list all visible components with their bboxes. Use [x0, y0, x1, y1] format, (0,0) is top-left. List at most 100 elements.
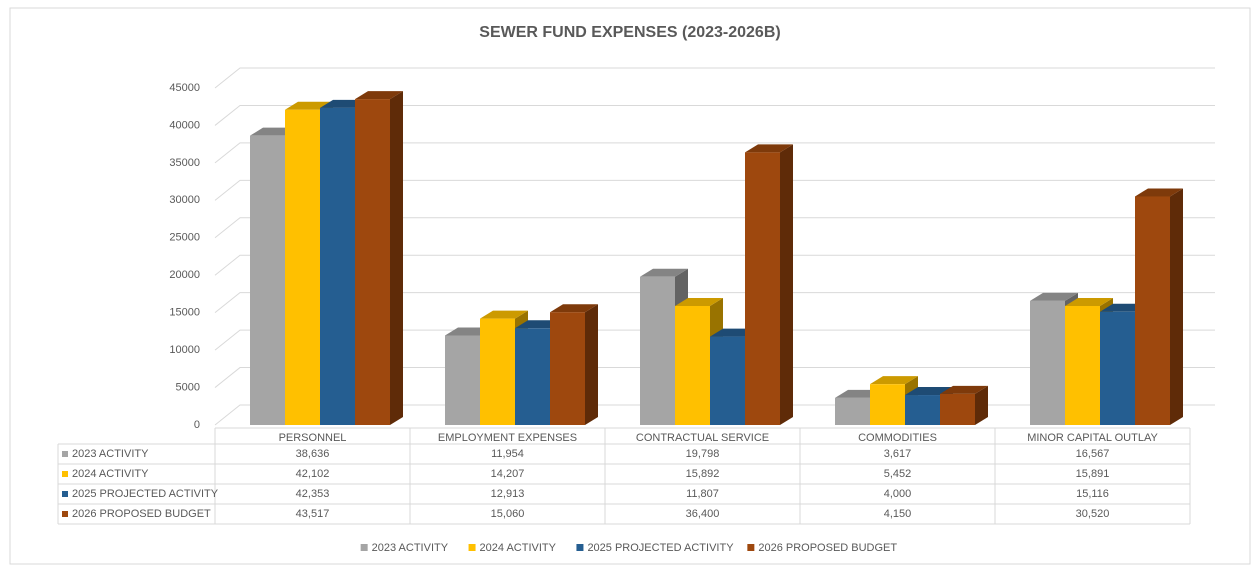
x-tick-label: PERSONNEL: [279, 432, 347, 444]
table-value: 19,798: [686, 448, 720, 460]
bar: [1135, 196, 1170, 425]
table-value: 14,207: [491, 468, 525, 480]
bar: [320, 107, 355, 425]
grid-line: [214, 254, 1215, 276]
grid-line: [214, 67, 1215, 89]
bar-top: [675, 297, 723, 306]
table-value: 38,636: [296, 448, 330, 460]
table-value: 11,807: [686, 488, 719, 500]
table-value: 4,150: [884, 508, 912, 520]
table-value: 16,567: [1076, 448, 1110, 460]
legend-key: [360, 544, 368, 551]
table-value: 30,520: [1076, 508, 1110, 520]
y-tick-label: 40000: [169, 119, 200, 131]
grid-line: [214, 142, 1215, 164]
x-tick-label: COMMODITIES: [858, 432, 937, 444]
legend-key: [747, 544, 755, 551]
bar-top: [1030, 292, 1078, 301]
bar: [250, 135, 285, 425]
bar-side: [780, 144, 793, 425]
legend-key: [62, 511, 68, 517]
legend-label: 2026 PROPOSED BUDGET: [758, 542, 897, 554]
table-value: 15,892: [686, 468, 720, 480]
bar: [285, 109, 320, 426]
y-tick-label: 35000: [169, 157, 200, 169]
row-label: 2025 PROJECTED ACTIVITY: [72, 488, 219, 500]
bar-top: [905, 387, 953, 396]
x-tick-label: CONTRACTUAL SERVICE: [636, 432, 769, 444]
grid-line: [214, 292, 1215, 314]
bar: [870, 384, 905, 425]
y-tick-label: 25000: [169, 232, 200, 244]
bar-side: [975, 385, 988, 425]
bar-top: [550, 304, 598, 313]
bar: [710, 336, 745, 425]
x-tick-label: EMPLOYMENT EXPENSES: [438, 432, 577, 444]
row-label: 2023 ACTIVITY: [72, 448, 149, 460]
grid-line: [214, 367, 1215, 388]
bar: [1030, 300, 1065, 425]
bar: [515, 328, 550, 425]
bar: [835, 397, 870, 425]
grid-line: [214, 329, 1215, 351]
table-value: 42,353: [296, 488, 330, 500]
bar-top: [480, 310, 528, 319]
table-value: 3,617: [884, 448, 912, 460]
bar-top: [1065, 297, 1113, 306]
table-value: 36,400: [686, 508, 720, 520]
bar: [445, 335, 480, 425]
bar: [550, 312, 585, 425]
bar-top: [355, 91, 403, 100]
table-value: 15,891: [1076, 468, 1110, 480]
legend-label: 2024 ACTIVITY: [480, 542, 557, 554]
legend-key: [62, 471, 68, 477]
bar-top: [940, 385, 988, 394]
legend-key: [62, 451, 68, 457]
grid-line: [214, 104, 1215, 126]
bar: [905, 395, 940, 425]
bar-side: [585, 304, 598, 425]
legend-key: [576, 544, 584, 551]
row-label: 2026 PROPOSED BUDGET: [72, 508, 211, 520]
bar: [1100, 311, 1135, 425]
bar-top: [1135, 188, 1183, 197]
y-tick-label: 0: [194, 419, 200, 431]
bar-side: [390, 91, 403, 426]
y-tick-label: 45000: [169, 82, 200, 94]
table-value: 4,000: [884, 488, 912, 500]
table-value: 43,517: [296, 508, 330, 520]
table-value: 42,102: [296, 468, 330, 480]
table-value: 12,913: [491, 488, 525, 500]
bar-top: [870, 376, 918, 385]
legend-label: 2025 PROJECTED ACTIVITY: [587, 542, 734, 554]
table-value: 15,060: [491, 508, 525, 520]
y-tick-label: 30000: [169, 194, 200, 206]
y-tick-label: 20000: [169, 269, 200, 281]
chart-title: SEWER FUND EXPENSES (2023-2026B): [479, 24, 780, 41]
legend-key: [62, 491, 68, 497]
bar: [480, 318, 515, 425]
bar: [745, 152, 780, 425]
row-label: 2024 ACTIVITY: [72, 468, 149, 480]
bar-top: [640, 268, 688, 277]
bar-top: [745, 144, 793, 153]
bar: [640, 276, 675, 425]
table-value: 5,452: [884, 468, 912, 480]
table-value: 11,954: [491, 448, 524, 460]
bar: [355, 99, 390, 426]
x-tick-label: MINOR CAPITAL OUTLAY: [1027, 432, 1158, 444]
table-value: 15,116: [1076, 488, 1109, 500]
bar: [675, 305, 710, 425]
y-tick-label: 10000: [169, 344, 200, 356]
grid-line: [214, 179, 1215, 201]
bar: [1065, 305, 1100, 425]
y-tick-label: 15000: [169, 307, 200, 319]
bar: [940, 393, 975, 425]
bar-side: [1170, 188, 1183, 425]
legend-label: 2023 ACTIVITY: [372, 542, 449, 554]
grid-line: [214, 217, 1215, 239]
legend-key: [468, 544, 476, 551]
y-tick-label: 5000: [176, 381, 200, 393]
chart-frame: [9, 7, 1251, 565]
